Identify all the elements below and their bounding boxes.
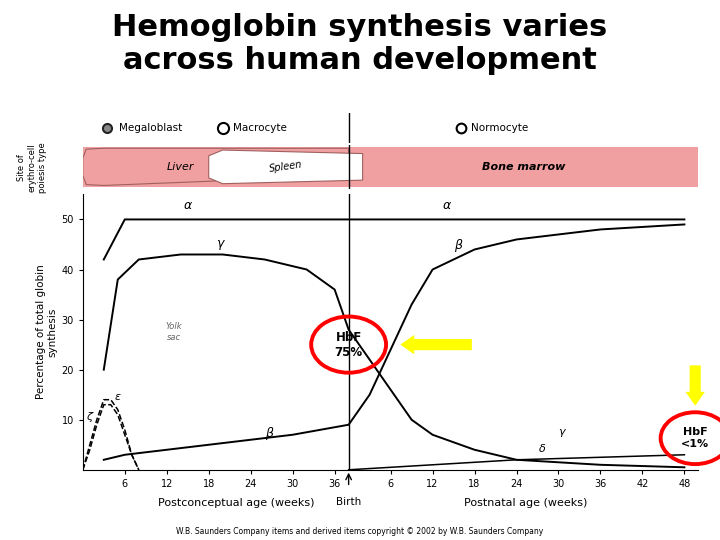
FancyArrowPatch shape xyxy=(400,335,472,354)
Text: W.B. Saunders Company items and derived items copyright © 2002 by W.B. Saunders : W.B. Saunders Company items and derived … xyxy=(176,526,544,536)
Text: $\beta$: $\beta$ xyxy=(454,238,463,254)
Text: Site of
erythro-cell
poiesis type: Site of erythro-cell poiesis type xyxy=(17,142,48,193)
Text: $\gamma$: $\gamma$ xyxy=(559,427,567,438)
Text: Normocyte: Normocyte xyxy=(471,123,528,133)
Text: Birth: Birth xyxy=(336,497,361,508)
Polygon shape xyxy=(209,150,363,184)
Text: Hemoglobin synthesis varies
across human development: Hemoglobin synthesis varies across human… xyxy=(112,14,608,75)
Text: Postconceptual age (weeks): Postconceptual age (weeks) xyxy=(158,497,315,508)
Text: $\gamma$: $\gamma$ xyxy=(216,238,225,252)
Text: HbF
<1%: HbF <1% xyxy=(681,427,709,449)
FancyArrowPatch shape xyxy=(685,366,705,406)
Text: Macrocyte: Macrocyte xyxy=(233,123,287,133)
Text: $\beta$: $\beta$ xyxy=(265,426,274,442)
Text: $\alpha$: $\alpha$ xyxy=(183,199,193,212)
Text: Bone marrow: Bone marrow xyxy=(482,162,565,172)
Text: Spleen: Spleen xyxy=(269,160,303,174)
Y-axis label: Percentage of total globin
synthesis: Percentage of total globin synthesis xyxy=(35,265,57,400)
Text: $\alpha$: $\alpha$ xyxy=(441,199,451,212)
Polygon shape xyxy=(83,148,348,185)
Text: $\delta$: $\delta$ xyxy=(538,442,546,454)
Text: HbF
75%: HbF 75% xyxy=(335,330,363,359)
Text: Megaloblast: Megaloblast xyxy=(120,123,182,133)
Text: Yolk
sac: Yolk sac xyxy=(166,322,182,342)
Text: $\varepsilon$: $\varepsilon$ xyxy=(114,392,122,402)
Text: $\zeta$: $\zeta$ xyxy=(86,410,95,424)
Text: Liver: Liver xyxy=(167,162,194,172)
Text: Postnatal age (weeks): Postnatal age (weeks) xyxy=(464,497,588,508)
